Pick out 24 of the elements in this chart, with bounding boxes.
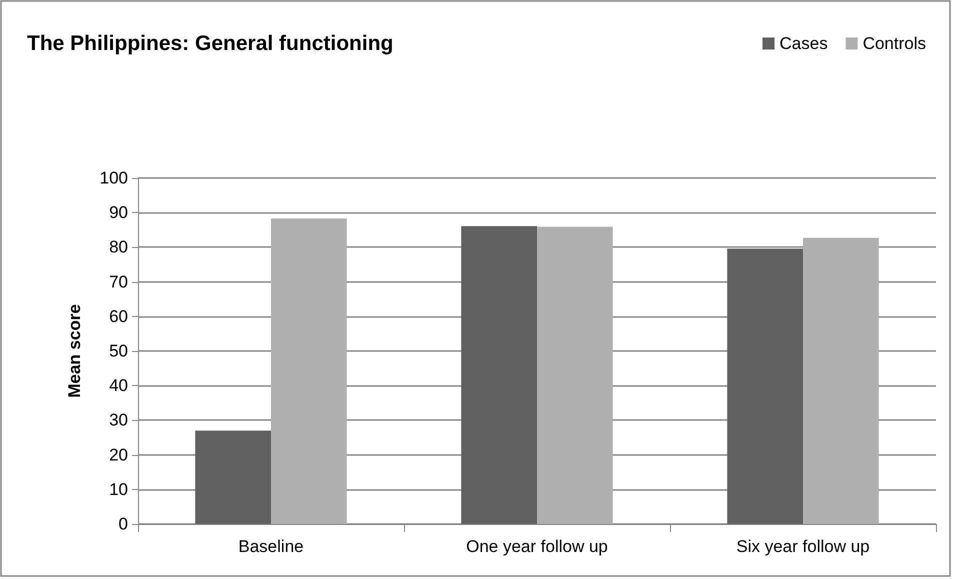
y-axis-title: Mean score xyxy=(65,304,84,398)
y-tick-label: 60 xyxy=(109,306,128,326)
bar xyxy=(461,226,537,524)
x-tick-label: One year follow up xyxy=(466,537,608,556)
bar xyxy=(195,430,271,524)
y-tick-label: 40 xyxy=(109,376,128,396)
y-tick-label: 50 xyxy=(109,342,128,360)
y-tick-label: 20 xyxy=(109,445,128,464)
legend-label: Controls xyxy=(862,34,926,53)
bar xyxy=(803,238,879,524)
y-tick-label: 30 xyxy=(109,410,128,430)
y-tick-label: 0 xyxy=(118,514,128,534)
y-tick-label: 90 xyxy=(109,203,128,222)
y-tick-label: 80 xyxy=(109,238,128,257)
x-tick-label: Baseline xyxy=(238,537,304,556)
y-tick-label: 70 xyxy=(109,272,128,292)
y-tick-label: 10 xyxy=(109,480,128,499)
x-tick-label: Six year follow up xyxy=(736,537,870,556)
bar xyxy=(727,248,803,524)
legend-label: Cases xyxy=(780,34,828,53)
chart-title: The Philippines: General functioning xyxy=(27,32,394,55)
bar xyxy=(271,218,347,524)
bar xyxy=(537,226,613,524)
y-tick-label: 100 xyxy=(100,168,128,188)
